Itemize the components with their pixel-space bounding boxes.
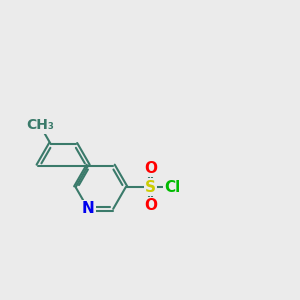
Text: O: O [144,161,157,176]
Text: S: S [145,180,156,195]
Text: N: N [82,201,94,216]
Text: Cl: Cl [164,180,180,195]
Text: CH₃: CH₃ [26,118,54,132]
Text: O: O [144,199,157,214]
